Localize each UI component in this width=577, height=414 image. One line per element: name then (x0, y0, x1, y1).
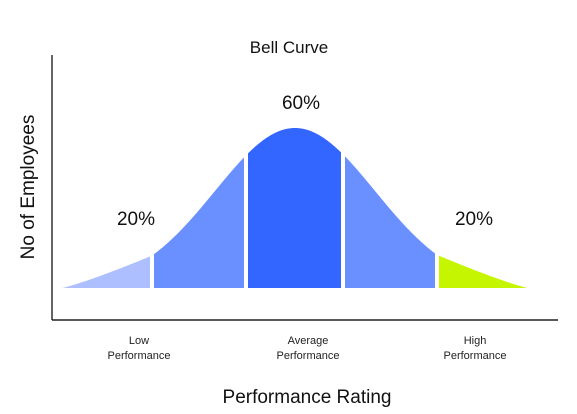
curve-layer (62, 128, 528, 289)
category-label-high-line2: Performance (444, 350, 507, 362)
category-label-average-line1: Average (288, 335, 329, 347)
curve-band-high-shoulder (343, 154, 437, 288)
curve-band-average (246, 128, 343, 288)
category-label-low-line2: Performance (108, 350, 171, 362)
x-axis-title: Performance Rating (223, 387, 392, 408)
category-label-low-line1: Low (129, 335, 149, 347)
data-label-high: 20% (455, 209, 493, 230)
category-label-average-line2: Performance (277, 350, 340, 362)
y-axis-title: No of Employees (18, 115, 39, 260)
data-label-low: 20% (117, 209, 155, 230)
curve-band-low-shoulder (152, 155, 246, 288)
category-label-high-line1: High (464, 335, 487, 347)
data-label-average: 60% (282, 93, 320, 114)
chart-title: Bell Curve (250, 38, 328, 57)
curve-band-low-tail (62, 255, 152, 288)
curve-band-high-tail (437, 254, 528, 288)
